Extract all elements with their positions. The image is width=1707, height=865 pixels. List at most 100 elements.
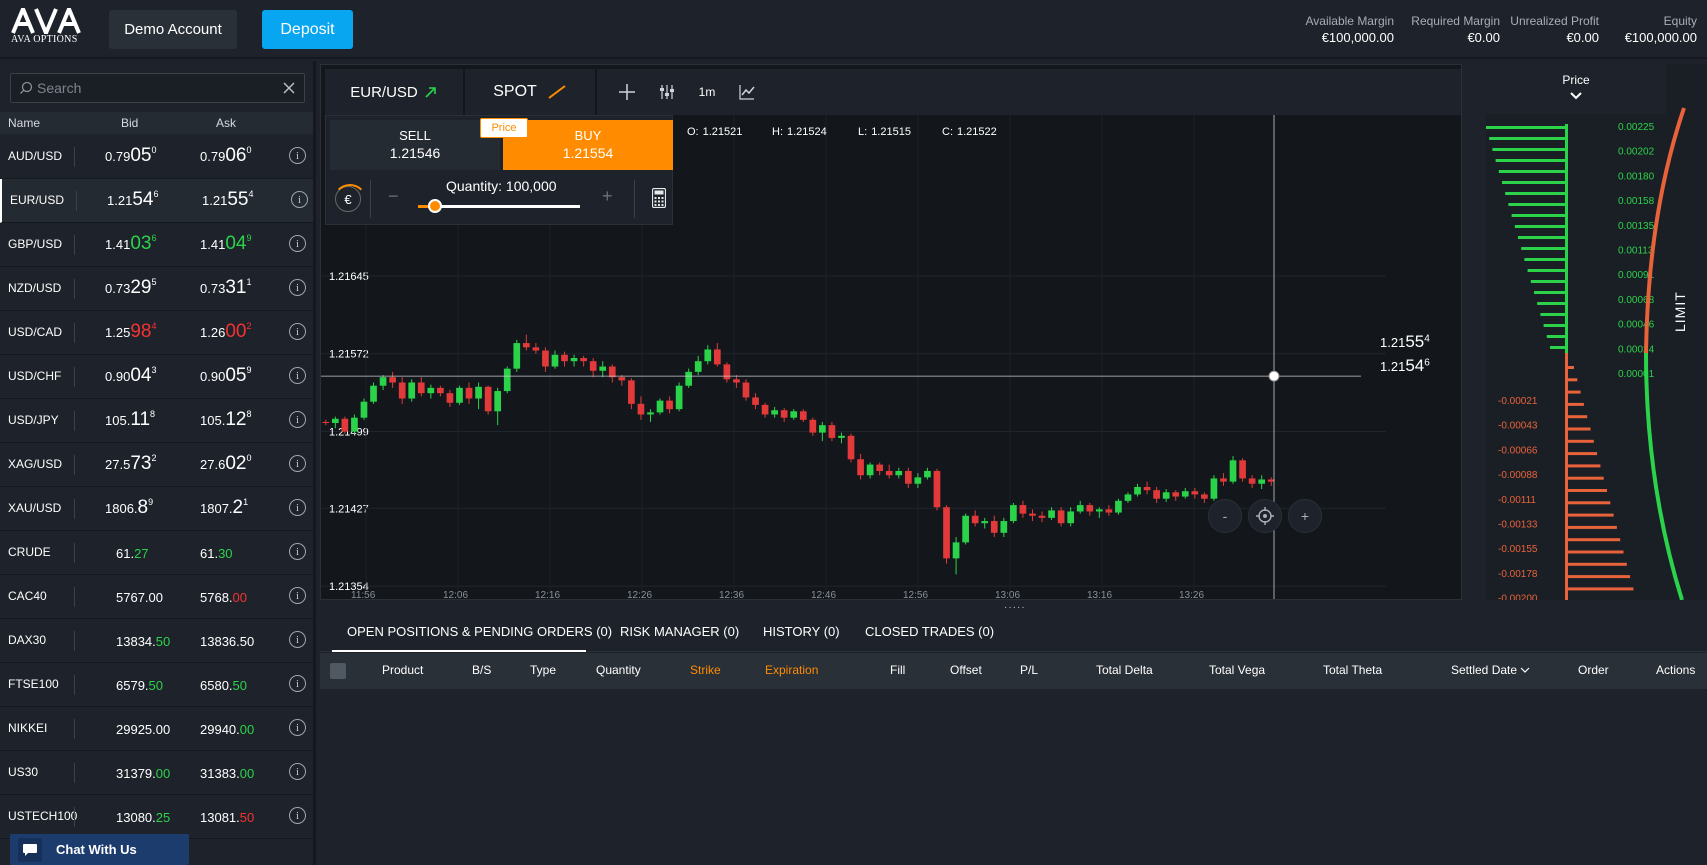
crosshair-point[interactable] (1268, 370, 1280, 382)
ask-price[interactable]: 1.41049 (200, 233, 251, 255)
instrument-row[interactable]: USTECH100 13080.25 13081.50 i (0, 795, 313, 839)
col-type[interactable]: Type (530, 663, 557, 677)
zoom-in-button[interactable]: + (1288, 499, 1322, 533)
col-actions[interactable]: Actions (1656, 663, 1696, 677)
timeframe-selector[interactable]: 1m (698, 85, 716, 99)
col-fill[interactable]: Fill (890, 663, 906, 677)
ladder-header[interactable]: Price (1486, 64, 1666, 114)
ask-price[interactable]: 105.128 (200, 409, 251, 431)
quantity-increase-button[interactable]: + (602, 186, 613, 206)
bid-price[interactable]: 61.27 (116, 546, 149, 561)
chart-type-tool[interactable] (727, 69, 767, 115)
bid-price[interactable]: 31379.00 (116, 766, 170, 781)
col-expiration[interactable]: Expiration (765, 663, 819, 677)
info-icon[interactable]: i (289, 323, 306, 340)
instrument-row[interactable]: USD/CAD 1.25984 1.26002 i (0, 311, 313, 355)
info-icon[interactable]: i (289, 631, 306, 648)
bid-price[interactable]: 29925.00 (116, 722, 170, 737)
instrument-row[interactable]: NIKKEI 29925.00 29940.00 i (0, 707, 313, 751)
select-all-checkbox[interactable] (330, 663, 346, 679)
tab-risk-manager[interactable]: RISK MANAGER (0) (620, 624, 740, 639)
ask-price[interactable]: 31383.00 (200, 766, 254, 781)
instrument-row[interactable]: CRUDE 61.27 61.30 i (0, 531, 313, 575)
instrument-row[interactable]: GBP/USD 1.41036 1.41049 i (0, 223, 313, 267)
col-product[interactable]: Product (382, 663, 424, 677)
instrument-row[interactable]: USD/JPY 105.118 105.128 i (0, 399, 313, 443)
candlestick-chart[interactable]: 1.21645 1.21572 1.21499 1.21427 1.2135411:56… (321, 115, 1462, 600)
bid-price[interactable]: 0.79050 (105, 145, 156, 167)
instrument-row[interactable]: CAC40 5767.00 5768.00 i (0, 575, 313, 619)
search-input[interactable] (37, 78, 277, 98)
bid-price[interactable]: 13834.50 (116, 634, 170, 649)
tab-open-positions[interactable]: OPEN POSITIONS & PENDING ORDERS (0) (347, 624, 613, 639)
instrument-row[interactable]: XAU/USD 1806.89 1807.21 i (0, 487, 313, 531)
tab-closed-trades[interactable]: CLOSED TRADES (0) (865, 624, 995, 639)
ask-price[interactable]: 27.6020 (200, 453, 251, 475)
ask-price[interactable]: 5768.00 (200, 590, 247, 605)
ladder-bars[interactable]: 0.00225 0.00202 0.00180 0.00158 0.00135 0.001… (1486, 64, 1707, 600)
instrument-row[interactable]: EUR/USD 1.21546 1.21554 i (0, 179, 313, 223)
bid-price[interactable]: 105.118 (105, 409, 155, 431)
ask-price[interactable]: 1.21554 (202, 189, 253, 211)
info-icon[interactable]: i (289, 499, 306, 516)
info-icon[interactable]: i (289, 675, 306, 692)
calculator-icon[interactable] (652, 188, 666, 208)
info-icon[interactable]: i (289, 719, 306, 736)
col-total-theta[interactable]: Total Theta (1323, 663, 1383, 677)
bid-price[interactable]: 13080.25 (116, 810, 170, 825)
col-total-delta[interactable]: Total Delta (1096, 663, 1153, 677)
info-icon[interactable]: i (291, 191, 308, 208)
ask-price[interactable]: 0.73311 (200, 277, 251, 299)
ask-price[interactable]: 0.79060 (200, 145, 251, 167)
info-icon[interactable]: i (289, 763, 306, 780)
quantity-decrease-button[interactable]: − (388, 186, 399, 206)
ask-price[interactable]: 0.90059 (200, 365, 251, 387)
info-icon[interactable]: i (289, 367, 306, 384)
zoom-out-button[interactable]: - (1208, 499, 1242, 533)
panel-splitter[interactable]: ····· (1004, 602, 1026, 613)
clear-search-icon[interactable] (282, 81, 296, 95)
col-pl[interactable]: P/L (1020, 663, 1039, 677)
ask-price[interactable]: 1.26002 (200, 321, 251, 343)
recenter-button[interactable] (1248, 499, 1282, 533)
bid-price[interactable]: 1806.89 (105, 497, 153, 519)
info-icon[interactable]: i (289, 543, 306, 560)
info-icon[interactable]: i (289, 279, 306, 296)
quantity-slider-handle[interactable] (428, 199, 442, 213)
info-icon[interactable]: i (289, 455, 306, 472)
col-settled-date[interactable]: Settled Date (1451, 663, 1530, 677)
crosshair-tool[interactable] (607, 69, 647, 115)
instrument-row[interactable]: XAG/USD 27.5732 27.6020 i (0, 443, 313, 487)
search-box[interactable] (10, 73, 305, 103)
bid-price[interactable]: 27.5732 (105, 453, 156, 475)
instrument-row[interactable]: FTSE100 6579.50 6580.50 i (0, 663, 313, 707)
info-icon[interactable]: i (289, 235, 306, 252)
col-strike[interactable]: Strike (690, 663, 721, 677)
bid-price[interactable]: 0.73295 (105, 277, 156, 299)
ask-price[interactable]: 61.30 (200, 546, 233, 561)
col-quantity[interactable]: Quantity (596, 663, 641, 677)
instrument-row[interactable]: US30 31379.00 31383.00 i (0, 751, 313, 795)
col-order[interactable]: Order (1578, 663, 1609, 677)
bid-price[interactable]: 1.25984 (105, 321, 156, 343)
ava-logo[interactable]: AVA OPTIONS (11, 8, 86, 50)
indicators-tool[interactable] (647, 69, 687, 115)
ask-price[interactable]: 13081.50 (200, 810, 254, 825)
chat-with-us-button[interactable]: Chat With Us (10, 834, 189, 865)
spot-mode-selector[interactable]: SPOT (465, 69, 595, 115)
bid-price[interactable]: 0.90043 (105, 365, 156, 387)
col-offset[interactable]: Offset (950, 663, 982, 677)
sell-button[interactable]: SELL 1.21546 (330, 120, 500, 170)
ask-price[interactable]: 13836.50 (200, 634, 254, 649)
col-total-vega[interactable]: Total Vega (1209, 663, 1266, 677)
quantity-slider-track[interactable] (418, 205, 580, 208)
info-icon[interactable]: i (289, 587, 306, 604)
info-icon[interactable]: i (289, 147, 306, 164)
col-bs[interactable]: B/S (472, 663, 492, 677)
demo-account-button[interactable]: Demo Account (109, 10, 237, 49)
bid-price[interactable]: 6579.50 (116, 678, 163, 693)
bid-price[interactable]: 1.21546 (107, 189, 158, 211)
deposit-button[interactable]: Deposit (262, 10, 353, 49)
instrument-row[interactable]: USD/CHF 0.90043 0.90059 i (0, 355, 313, 399)
buy-button[interactable]: BUY 1.21554 (503, 120, 673, 170)
